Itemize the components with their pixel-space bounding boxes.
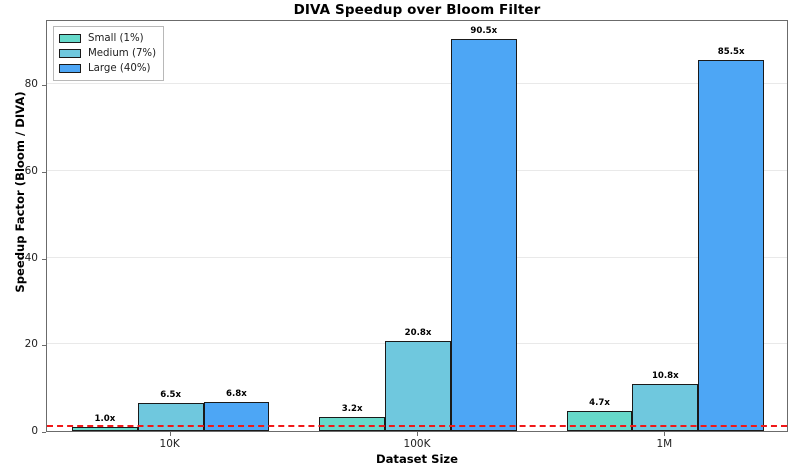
- legend-label: Large (40%): [88, 63, 151, 74]
- bar: [698, 60, 764, 431]
- legend-color-swatch: [59, 49, 81, 58]
- bar-value-label: 1.0x: [94, 413, 116, 424]
- x-tick-label: 1M: [656, 438, 673, 450]
- x-tick-mark: [664, 432, 666, 436]
- bar-value-label: 85.5x: [717, 47, 745, 58]
- bar-value-label: 6.8x: [226, 388, 247, 399]
- legend-item: Large (40%): [59, 61, 156, 76]
- gridline: [47, 256, 787, 258]
- bar-value-label: 4.7x: [589, 397, 610, 408]
- y-tick-label: 0: [31, 425, 38, 437]
- bar-value-label: 10.8x: [651, 371, 679, 382]
- x-tick-label: 10K: [159, 438, 180, 450]
- legend-item: Medium (7%): [59, 46, 156, 61]
- legend-color-swatch: [59, 64, 81, 73]
- bar: [319, 417, 386, 431]
- bar: [566, 410, 633, 431]
- y-tick-label: 40: [24, 251, 38, 264]
- bar: [385, 340, 451, 431]
- bar: [71, 426, 138, 431]
- y-tick-mark: [42, 171, 46, 173]
- bar-value-label: 3.2x: [341, 404, 363, 415]
- bar-value-label: 20.8x: [404, 327, 432, 338]
- x-tick-mark: [169, 432, 171, 436]
- legend-color-swatch: [59, 34, 81, 43]
- bar-value-label: 90.5x: [470, 25, 498, 36]
- chart-title: DIVA Speedup over Bloom Filter: [293, 2, 541, 18]
- gridline: [47, 169, 787, 171]
- gridline: [47, 83, 787, 85]
- y-tick-mark: [42, 258, 46, 260]
- y-tick-label: 20: [24, 338, 38, 351]
- x-tick-label: 100K: [403, 438, 431, 450]
- x-tick-mark: [417, 432, 418, 436]
- bar: [137, 402, 204, 431]
- baseline-threshold-line: [47, 424, 787, 427]
- legend-label: Medium (7%): [88, 48, 157, 59]
- legend: Small (1%) Medium (7%) Large (40%): [53, 26, 165, 81]
- y-tick-mark: [42, 345, 46, 347]
- y-tick-label: 60: [24, 164, 38, 177]
- x-axis-label: Dataset Size: [375, 452, 459, 466]
- plot-area: 1.0x 6.5x 6.8x 3.2x 20.8x 90.5x 4.7x 10.8x 85.5x: [46, 20, 788, 432]
- bar: [450, 38, 517, 431]
- bar: [632, 384, 699, 431]
- y-tick-mark: [42, 432, 46, 433]
- legend-item: Small (1%): [59, 31, 156, 46]
- y-tick-label: 80: [24, 78, 38, 91]
- bar-value-label: 6.5x: [160, 389, 182, 400]
- legend-label: Small (1%): [88, 33, 144, 44]
- y-tick-mark: [42, 85, 46, 87]
- y-axis-label: Speedup Factor (Bloom / DIVA): [13, 91, 27, 293]
